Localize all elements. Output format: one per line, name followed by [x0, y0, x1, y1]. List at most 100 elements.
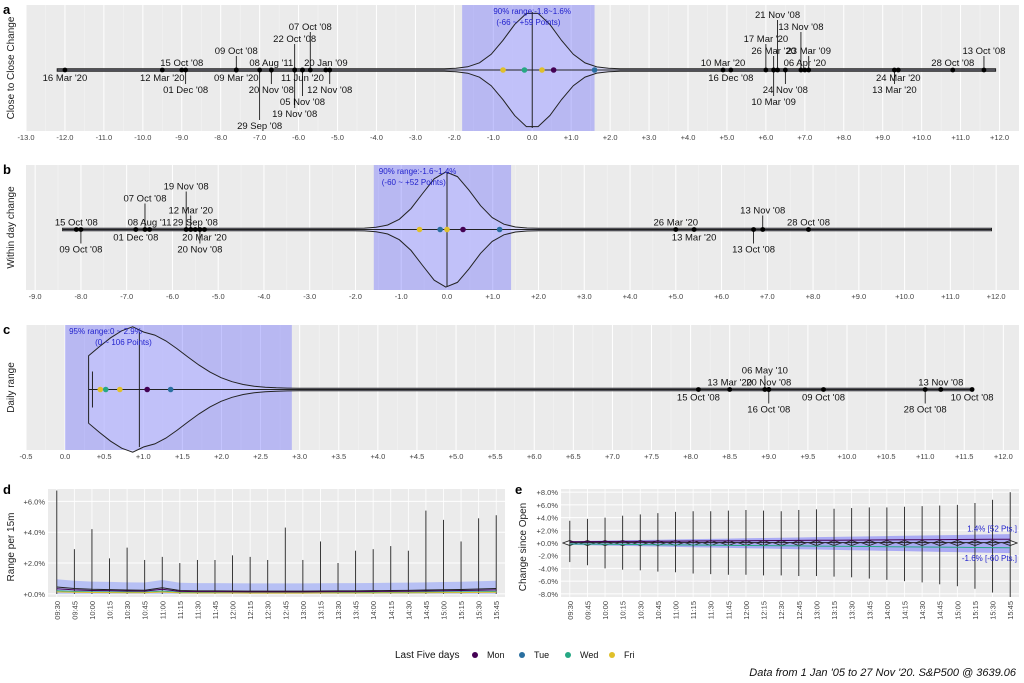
- recent-day-point: [144, 386, 150, 393]
- panel-b: -9.0 -8.0 -7.0 -6.0 -5.0 -4.0 -3.0 -2.0 -1.0 0.0 +…: [3, 162, 1019, 301]
- x-tick-label: -1.0: [487, 133, 500, 142]
- x-tick-label: 13:45: [352, 601, 361, 620]
- panel-c: -0.5 0.0 +0.5 +1.0 +1.5 +2.0 +2.5 +3.0 +3.5 +4.0 +…: [3, 322, 1019, 461]
- x-tick-label: 14:45: [936, 601, 945, 620]
- y-tick-label: -8.0%: [538, 590, 558, 599]
- event-label: 13 Oct '08: [732, 245, 775, 256]
- x-tick-label: 15:15: [457, 601, 466, 620]
- x-tick-label: +2.0: [214, 452, 229, 461]
- x-tick-label: -1.0: [395, 292, 408, 301]
- x-tick-label: 09:30: [566, 601, 575, 620]
- x-tick-label: 10:15: [619, 601, 628, 620]
- range-sublabel: (0 ~ 106 Points): [95, 338, 152, 347]
- y-tick-label: +2.0%: [24, 559, 46, 568]
- event-label: 24 Mar '20: [876, 73, 921, 84]
- x-tick-label: 11:45: [724, 601, 733, 619]
- y-tick-label: +6.0%: [537, 501, 559, 510]
- event-label: 29 Sep '08: [237, 121, 282, 132]
- x-tick-label: +1.0: [564, 133, 579, 142]
- x-tick-label: 15:30: [475, 601, 484, 620]
- event-label: 16 Oct '08: [747, 405, 790, 416]
- event-label: 13 Nov '08: [778, 22, 823, 33]
- panel-a: -13.0 -12.0 -11.0 -10.0 -9.0 -8.0 -7.0 -6.0 -5.0…: [3, 2, 1019, 142]
- event-label: 13 Mar '20: [872, 85, 917, 96]
- x-tick-label: +9.0: [875, 133, 890, 142]
- legend-swatch: [565, 652, 571, 658]
- range-sublabel: (-60 ~ +52 Points): [382, 178, 446, 187]
- event-point: [192, 227, 198, 232]
- event-label: 12 Mar '20: [140, 73, 185, 84]
- event-point: [895, 67, 901, 73]
- x-tick-label: +7.5: [644, 452, 659, 461]
- x-tick-label: -8.0: [74, 292, 87, 301]
- x-tick-label: +3.0: [642, 133, 657, 142]
- x-tick-label: +11.0: [916, 452, 934, 461]
- recent-day-point: [550, 67, 557, 73]
- violin: [1002, 540, 1019, 546]
- x-tick-label: +5.0: [720, 133, 735, 142]
- range-band: [569, 534, 1011, 554]
- x-tick-label: -5.0: [331, 133, 344, 142]
- legend-label: Mon: [487, 650, 505, 660]
- x-tick-label: +10.0: [895, 292, 914, 301]
- x-tick-label: -3.0: [303, 292, 316, 301]
- event-label: 22 Oct '08: [273, 34, 316, 45]
- event-label: 01 Dec '08: [163, 85, 208, 96]
- event-label: 06 Apr '20: [784, 58, 827, 69]
- event-point: [802, 67, 808, 73]
- y-axis-label: Change since Open: [518, 503, 529, 591]
- x-tick-label: +5.5: [488, 452, 503, 461]
- recent-day-point: [437, 226, 443, 233]
- recent-day-point: [460, 226, 466, 233]
- x-tick-label: +4.0: [681, 133, 696, 142]
- panel-letter: d: [3, 482, 11, 497]
- x-tick-label: 12:45: [795, 601, 804, 620]
- event-point: [821, 387, 826, 392]
- x-tick-label: +8.0: [683, 452, 698, 461]
- x-tick-label: 0.0: [60, 452, 70, 461]
- x-tick-label: 12:45: [281, 601, 290, 620]
- x-tick-label: -9.0: [29, 292, 42, 301]
- series-line: [56, 591, 497, 594]
- x-tick-label: 10:30: [636, 601, 645, 620]
- panel-letter: c: [3, 322, 10, 337]
- x-tick-label: +9.5: [800, 452, 815, 461]
- x-tick-label: 14:15: [901, 601, 910, 620]
- x-tick-label: 14:30: [918, 601, 927, 620]
- x-tick-label: 12:15: [246, 601, 255, 620]
- x-tick-label: +5.0: [668, 292, 683, 301]
- x-tick-label: 12:00: [229, 601, 238, 620]
- x-tick-label: +4.0: [623, 292, 638, 301]
- x-tick-label: -4.0: [370, 133, 383, 142]
- event-label: 26 Mar '20: [751, 46, 796, 57]
- event-label: 20 Nov '08: [249, 85, 294, 96]
- x-tick-label: -2.0: [349, 292, 362, 301]
- recent-day-point: [500, 67, 506, 73]
- y-tick-label: +4.0%: [24, 528, 46, 537]
- event-label: 20 Nov '08: [177, 245, 222, 256]
- x-tick-label: 10:00: [601, 601, 610, 620]
- event-label: 15 Oct '08: [160, 58, 203, 69]
- recent-day-point: [444, 226, 450, 233]
- x-tick-label: +3.0: [577, 292, 592, 301]
- event-label: 24 Nov '08: [763, 85, 808, 96]
- y-tick-label: +4.0%: [537, 514, 559, 523]
- y-axis-label: Daily range: [6, 362, 17, 413]
- event-point: [806, 227, 811, 232]
- plot-background: [48, 489, 505, 597]
- x-tick-label: 14:15: [387, 601, 396, 620]
- x-tick-label: 10:00: [88, 601, 97, 620]
- x-tick-label: -10.0: [134, 133, 151, 142]
- x-tick-label: +12.0: [990, 133, 1009, 142]
- recent-day-point: [416, 226, 423, 233]
- event-label: 16 Mar '20: [43, 73, 88, 84]
- y-tick-label: +2.0%: [537, 526, 559, 535]
- x-tick-label: +10.0: [837, 452, 856, 461]
- event-label: 08 Aug '11: [249, 58, 293, 69]
- x-tick-label: +12.0: [987, 292, 1006, 301]
- x-tick-label: 10:45: [141, 601, 150, 620]
- panel-letter: e: [515, 482, 522, 497]
- x-tick-label: 11:45: [211, 601, 220, 619]
- event-label: 10 Mar '20: [701, 58, 746, 69]
